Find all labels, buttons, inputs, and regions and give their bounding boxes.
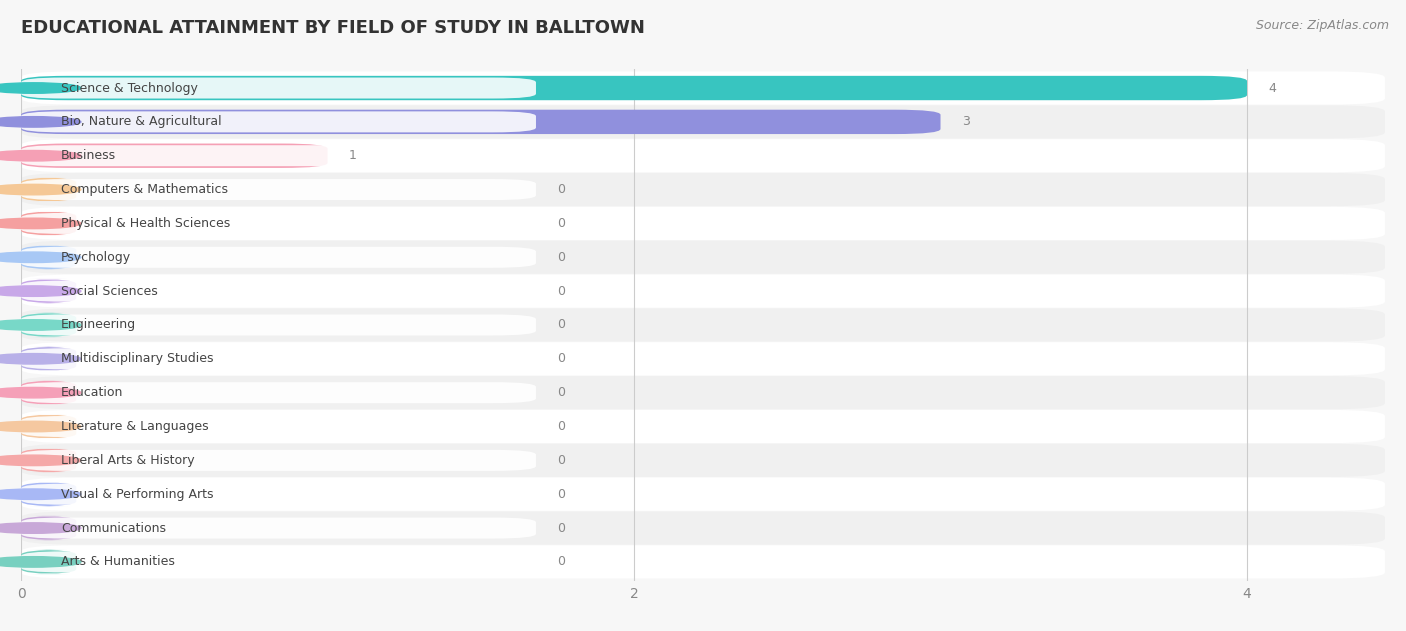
FancyBboxPatch shape — [21, 450, 536, 471]
FancyBboxPatch shape — [21, 482, 76, 507]
Text: 0: 0 — [557, 183, 565, 196]
FancyBboxPatch shape — [21, 382, 536, 403]
FancyBboxPatch shape — [21, 551, 536, 572]
FancyBboxPatch shape — [21, 314, 536, 336]
FancyBboxPatch shape — [21, 415, 76, 439]
Circle shape — [0, 83, 82, 93]
Circle shape — [0, 489, 82, 500]
FancyBboxPatch shape — [21, 516, 76, 540]
FancyBboxPatch shape — [21, 240, 1385, 274]
FancyBboxPatch shape — [21, 279, 76, 304]
FancyBboxPatch shape — [21, 139, 1385, 172]
Text: 0: 0 — [557, 420, 565, 433]
FancyBboxPatch shape — [21, 245, 76, 269]
Text: 4: 4 — [1268, 81, 1277, 95]
FancyBboxPatch shape — [21, 76, 1247, 100]
Text: Multidisciplinary Studies: Multidisciplinary Studies — [60, 352, 214, 365]
Circle shape — [0, 422, 82, 432]
Text: 0: 0 — [557, 555, 565, 569]
Text: 0: 0 — [557, 251, 565, 264]
Text: Computers & Mathematics: Computers & Mathematics — [60, 183, 228, 196]
Text: Psychology: Psychology — [60, 251, 131, 264]
FancyBboxPatch shape — [21, 313, 76, 337]
FancyBboxPatch shape — [21, 512, 1385, 545]
FancyBboxPatch shape — [21, 105, 1385, 138]
FancyBboxPatch shape — [21, 281, 536, 302]
Circle shape — [0, 184, 82, 195]
FancyBboxPatch shape — [21, 484, 536, 505]
Text: Visual & Performing Arts: Visual & Performing Arts — [60, 488, 214, 501]
FancyBboxPatch shape — [21, 545, 1385, 579]
FancyBboxPatch shape — [21, 110, 941, 134]
FancyBboxPatch shape — [21, 410, 1385, 443]
Circle shape — [0, 218, 82, 228]
FancyBboxPatch shape — [21, 177, 76, 202]
Circle shape — [0, 557, 82, 567]
Text: Business: Business — [60, 149, 117, 162]
FancyBboxPatch shape — [21, 309, 1385, 341]
FancyBboxPatch shape — [21, 416, 536, 437]
FancyBboxPatch shape — [21, 207, 1385, 240]
Text: Education: Education — [60, 386, 124, 399]
Text: Science & Technology: Science & Technology — [60, 81, 198, 95]
Text: Engineering: Engineering — [60, 319, 136, 331]
Text: Social Sciences: Social Sciences — [60, 285, 157, 298]
Text: 1: 1 — [349, 149, 357, 162]
FancyBboxPatch shape — [21, 112, 536, 133]
Text: Liberal Arts & History: Liberal Arts & History — [60, 454, 194, 467]
Text: 0: 0 — [557, 386, 565, 399]
Circle shape — [0, 150, 82, 161]
Text: Communications: Communications — [60, 522, 166, 534]
Circle shape — [0, 117, 82, 127]
FancyBboxPatch shape — [21, 143, 328, 168]
FancyBboxPatch shape — [21, 448, 76, 473]
Circle shape — [0, 252, 82, 262]
Circle shape — [0, 387, 82, 398]
Text: 3: 3 — [962, 115, 970, 128]
FancyBboxPatch shape — [21, 173, 1385, 206]
FancyBboxPatch shape — [21, 444, 1385, 477]
FancyBboxPatch shape — [21, 247, 536, 268]
FancyBboxPatch shape — [21, 179, 536, 200]
Text: 0: 0 — [557, 285, 565, 298]
FancyBboxPatch shape — [21, 274, 1385, 308]
FancyBboxPatch shape — [21, 478, 1385, 510]
Circle shape — [0, 523, 82, 533]
Text: Source: ZipAtlas.com: Source: ZipAtlas.com — [1256, 19, 1389, 32]
FancyBboxPatch shape — [21, 213, 536, 234]
FancyBboxPatch shape — [21, 517, 536, 538]
Text: 0: 0 — [557, 217, 565, 230]
FancyBboxPatch shape — [21, 342, 1385, 375]
Text: 0: 0 — [557, 319, 565, 331]
FancyBboxPatch shape — [21, 550, 76, 574]
FancyBboxPatch shape — [21, 145, 536, 166]
FancyBboxPatch shape — [21, 348, 536, 369]
Circle shape — [0, 286, 82, 297]
FancyBboxPatch shape — [21, 78, 536, 98]
FancyBboxPatch shape — [21, 380, 76, 405]
Circle shape — [0, 353, 82, 364]
FancyBboxPatch shape — [21, 346, 76, 371]
Text: 0: 0 — [557, 522, 565, 534]
Text: Bio, Nature & Agricultural: Bio, Nature & Agricultural — [60, 115, 222, 128]
Text: 0: 0 — [557, 454, 565, 467]
FancyBboxPatch shape — [21, 71, 1385, 105]
Text: Literature & Languages: Literature & Languages — [60, 420, 208, 433]
FancyBboxPatch shape — [21, 211, 76, 235]
Text: Arts & Humanities: Arts & Humanities — [60, 555, 174, 569]
Circle shape — [0, 455, 82, 466]
FancyBboxPatch shape — [21, 376, 1385, 410]
Circle shape — [0, 320, 82, 330]
Text: 0: 0 — [557, 352, 565, 365]
Text: 0: 0 — [557, 488, 565, 501]
Text: EDUCATIONAL ATTAINMENT BY FIELD OF STUDY IN BALLTOWN: EDUCATIONAL ATTAINMENT BY FIELD OF STUDY… — [21, 19, 645, 37]
Text: Physical & Health Sciences: Physical & Health Sciences — [60, 217, 231, 230]
